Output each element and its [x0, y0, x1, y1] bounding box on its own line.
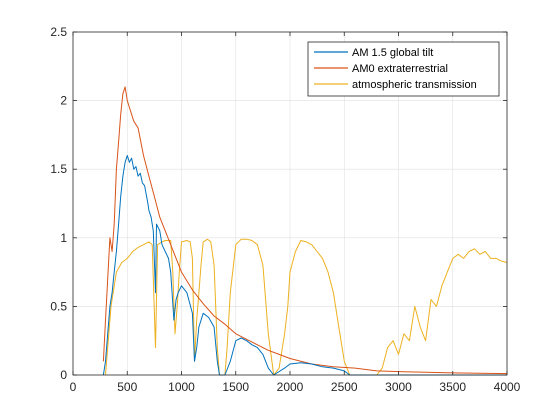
axis-ticks: 0 500 1000 1500 2000 2500 3000 3500 4000 0 0.5 1 1.5…: [50, 25, 520, 394]
x-tick-label: 2000: [277, 380, 304, 394]
y-tick-label: 1.5: [50, 162, 67, 176]
y-tick-label: 1: [60, 231, 67, 245]
x-tick-label: 500: [117, 380, 137, 394]
series-line-1: [102, 86, 508, 375]
series-layer: [102, 86, 508, 376]
x-tick-label: 3000: [385, 380, 412, 394]
x-tick-label: 0: [70, 380, 77, 394]
legend-label-2: atmospheric transmission: [352, 79, 477, 91]
legend: AM 1.5 global tilt AM0 extraterrestrial at…: [307, 41, 500, 97]
series-line-0: [102, 155, 507, 376]
y-tick-label: 2: [60, 94, 67, 108]
x-tick-label: 1500: [222, 380, 249, 394]
y-tick-label: 2.5: [50, 25, 67, 39]
legend-box: [307, 41, 500, 97]
legend-label-1: AM0 extraterrestrial: [352, 63, 448, 75]
grid-lines: [73, 32, 507, 375]
legend-label-0: AM 1.5 global tilt: [352, 47, 433, 59]
series-line-2: [105, 238, 508, 376]
x-tick-label: 4000: [494, 380, 521, 394]
x-tick-label: 3500: [439, 380, 466, 394]
y-tick-label: 0: [60, 368, 67, 382]
x-tick-label: 1000: [168, 380, 195, 394]
x-tick-label: 2500: [331, 380, 358, 394]
y-tick-label: 0.5: [50, 299, 67, 313]
